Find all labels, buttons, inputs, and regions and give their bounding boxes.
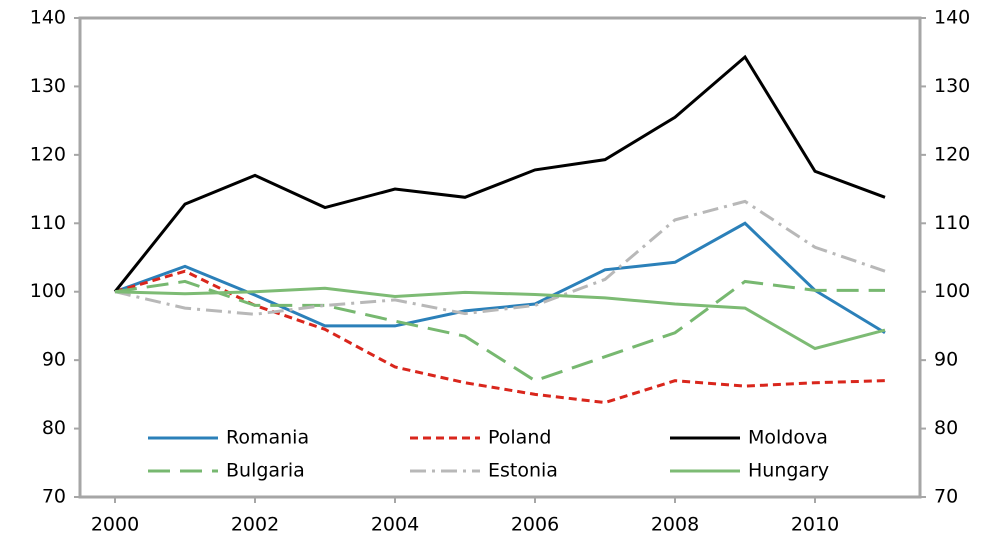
x-tick-label: 2002 <box>231 514 279 536</box>
legend-label: Hungary <box>748 460 829 482</box>
y-tick-label: 130 <box>30 75 66 97</box>
y2-tick-label: 120 <box>934 143 970 165</box>
x-tick-label: 2000 <box>91 514 139 536</box>
y-tick-label: 70 <box>42 486 66 508</box>
y2-tick-label: 80 <box>934 417 958 439</box>
y-tick-label: 90 <box>42 349 66 371</box>
plot-frame <box>78 16 922 499</box>
legend-label: Romania <box>226 427 309 449</box>
x-tick-label: 2010 <box>791 514 839 536</box>
x-tick-label: 2006 <box>511 514 559 536</box>
y2-tick-label: 90 <box>934 349 958 371</box>
legend-label: Estonia <box>488 460 558 482</box>
series-line <box>114 269 886 405</box>
y2-tick-label: 110 <box>934 212 970 234</box>
y-tick-label: 120 <box>30 143 66 165</box>
series-line <box>114 286 886 351</box>
y2-tick-label: 140 <box>934 7 970 29</box>
legend-label: Poland <box>488 427 551 449</box>
y-tick-label: 80 <box>42 417 66 439</box>
series-line <box>113 54 886 293</box>
y-tick-label: 100 <box>30 280 66 302</box>
y-tick-label: 140 <box>30 7 66 29</box>
y2-tick-label: 100 <box>934 280 970 302</box>
series-line <box>114 279 885 383</box>
y-tick-label: 110 <box>30 212 66 234</box>
legend-label: Bulgaria <box>226 460 305 482</box>
legend-label: Moldova <box>748 427 828 449</box>
series-line <box>114 199 886 316</box>
y2-tick-label: 70 <box>934 486 958 508</box>
y2-tick-label: 130 <box>934 75 970 97</box>
series-line <box>114 221 886 335</box>
x-tick-label: 2004 <box>371 514 419 536</box>
x-tick-label: 2008 <box>651 514 699 536</box>
